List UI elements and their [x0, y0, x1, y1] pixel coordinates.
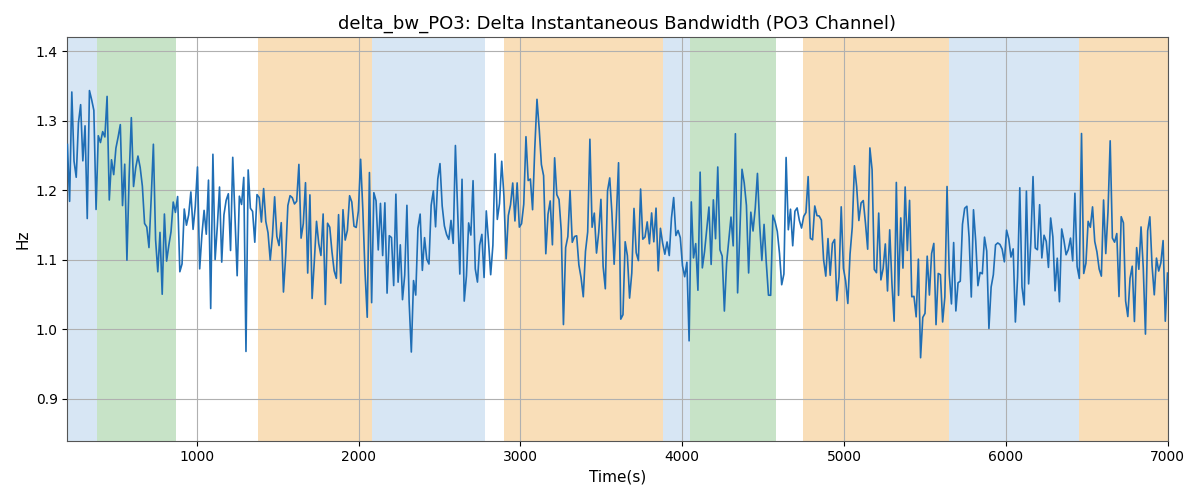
- Title: delta_bw_PO3: Delta Instantaneous Bandwidth (PO3 Channel): delta_bw_PO3: Delta Instantaneous Bandwi…: [338, 15, 896, 34]
- Bar: [67, 38, 96, 440]
- Bar: [372, 38, 485, 440]
- Bar: [662, 38, 690, 440]
- Bar: [96, 38, 175, 440]
- Bar: [804, 38, 949, 440]
- Bar: [1079, 38, 1176, 440]
- X-axis label: Time(s): Time(s): [589, 470, 646, 485]
- Bar: [258, 38, 372, 440]
- Bar: [690, 38, 776, 440]
- Bar: [504, 38, 662, 440]
- Bar: [949, 38, 1079, 440]
- Y-axis label: Hz: Hz: [16, 230, 30, 249]
